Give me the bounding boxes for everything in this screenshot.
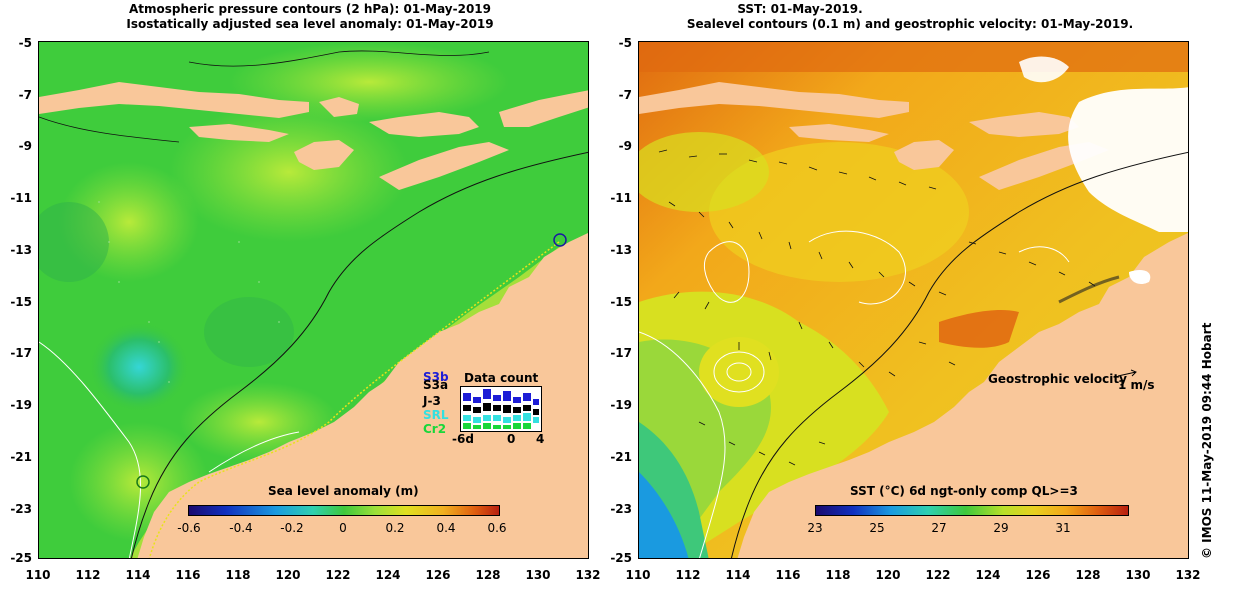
right-x-tick: 132 — [1175, 568, 1201, 582]
sst-colorbar-tick: 29 — [993, 521, 1009, 535]
left-y-tick: -5 — [18, 36, 32, 50]
left-x-tick: 110 — [25, 568, 51, 582]
velocity-legend-arrow-icon — [1117, 369, 1137, 377]
left-y-tick: -17 — [10, 346, 32, 360]
sst-map — [638, 41, 1189, 559]
sea-level-map-image — [39, 42, 588, 558]
left-y-tick: -23 — [10, 502, 32, 516]
right-x-tick: 124 — [975, 568, 1001, 582]
right-title-line1: SST: 01-May-2019. — [737, 2, 863, 16]
right-y-tick: -9 — [618, 139, 632, 153]
sla-colorbar-tick: 0.2 — [385, 521, 405, 535]
left-x-tick: 112 — [75, 568, 101, 582]
left-x-tick: 122 — [325, 568, 351, 582]
right-x-tick: 118 — [825, 568, 851, 582]
right-x-tick: 122 — [925, 568, 951, 582]
velocity-legend-label: Geostrophic velocity — [988, 372, 1127, 386]
sla-colorbar-tick: -0.6 — [177, 521, 201, 535]
sat-label-j3: J-3 — [423, 394, 441, 408]
right-y-tick: -17 — [610, 346, 632, 360]
left-y-tick: -21 — [10, 450, 32, 464]
right-y-tick: -21 — [610, 450, 632, 464]
sea-level-map — [38, 41, 589, 559]
sst-colorbar-label: SST (°C) 6d ngt-only comp QL>=3 — [850, 484, 1078, 498]
left-y-tick: -7 — [18, 88, 32, 102]
data-count-bars — [463, 389, 539, 429]
right-x-tick: 116 — [775, 568, 801, 582]
left-title-line1: Atmospheric pressure contours (2 hPa): 0… — [128, 2, 491, 16]
left-title-line2: Isostatically adjusted sea level anomaly… — [126, 17, 494, 31]
right-y-tick: -25 — [610, 551, 632, 565]
data-count-tick: 4 — [536, 432, 545, 446]
sla-colorbar-tick: 0.6 — [487, 521, 507, 535]
credit-text: © IMOS 11-May-2019 09:44 Hobart — [1200, 322, 1214, 559]
sst-colorbar-tick: 27 — [931, 521, 947, 535]
right-y-tick: -23 — [610, 502, 632, 516]
right-x-tick: 120 — [875, 568, 901, 582]
right-title-line2: Sealevel contours (0.1 m) and geostrophi… — [686, 17, 1134, 31]
data-count-tick: -6d — [452, 432, 474, 446]
right-x-tick: 114 — [725, 568, 751, 582]
right-x-tick: 128 — [1075, 568, 1101, 582]
left-x-tick: 124 — [375, 568, 401, 582]
sla-colorbar-tick: 0.4 — [436, 521, 456, 535]
right-x-tick: 126 — [1025, 568, 1051, 582]
left-y-tick: -25 — [10, 551, 32, 565]
left-x-tick: 120 — [275, 568, 301, 582]
sla-colorbar — [188, 505, 500, 516]
right-y-tick: -11 — [610, 191, 632, 205]
sst-colorbar-tick: 31 — [1055, 521, 1071, 535]
left-y-tick: -19 — [10, 398, 32, 412]
left-y-tick: -13 — [10, 243, 32, 257]
right-y-tick: -5 — [618, 36, 632, 50]
right-y-tick: -7 — [618, 88, 632, 102]
right-y-tick: -15 — [610, 295, 632, 309]
data-count-tick: 0 — [507, 432, 516, 446]
right-y-tick: -19 — [610, 398, 632, 412]
sla-colorbar-label: Sea level anomaly (m) — [268, 484, 419, 498]
left-x-tick: 126 — [425, 568, 451, 582]
left-x-tick: 114 — [125, 568, 151, 582]
left-x-tick: 130 — [525, 568, 551, 582]
left-y-tick: -11 — [10, 191, 32, 205]
sst-colorbar — [815, 505, 1129, 516]
right-x-tick: 110 — [625, 568, 651, 582]
velocity-legend-scale: 1 m/s — [1118, 378, 1155, 392]
data-count-title: Data count — [464, 371, 539, 385]
sat-label-srl: SRL — [423, 408, 449, 422]
sst-colorbar-tick: 25 — [869, 521, 885, 535]
sla-colorbar-tick: -0.2 — [280, 521, 304, 535]
left-y-tick: -15 — [10, 295, 32, 309]
sat-label-cr2: Cr2 — [423, 422, 447, 436]
sla-colorbar-tick: 0 — [339, 521, 347, 535]
right-x-tick: 112 — [675, 568, 701, 582]
left-y-tick: -9 — [18, 139, 32, 153]
sst-colorbar-tick: 23 — [807, 521, 823, 535]
left-x-tick: 132 — [575, 568, 601, 582]
data-count-histogram — [460, 386, 542, 432]
sat-label-s3a: S3a — [423, 378, 449, 392]
right-y-tick: -13 — [610, 243, 632, 257]
sst-map-image — [639, 42, 1188, 558]
left-x-tick: 128 — [475, 568, 501, 582]
right-x-tick: 130 — [1125, 568, 1151, 582]
left-x-tick: 116 — [175, 568, 201, 582]
sat-label-s3b: S3b — [423, 370, 449, 384]
sla-colorbar-tick: -0.4 — [229, 521, 253, 535]
left-x-tick: 118 — [225, 568, 251, 582]
